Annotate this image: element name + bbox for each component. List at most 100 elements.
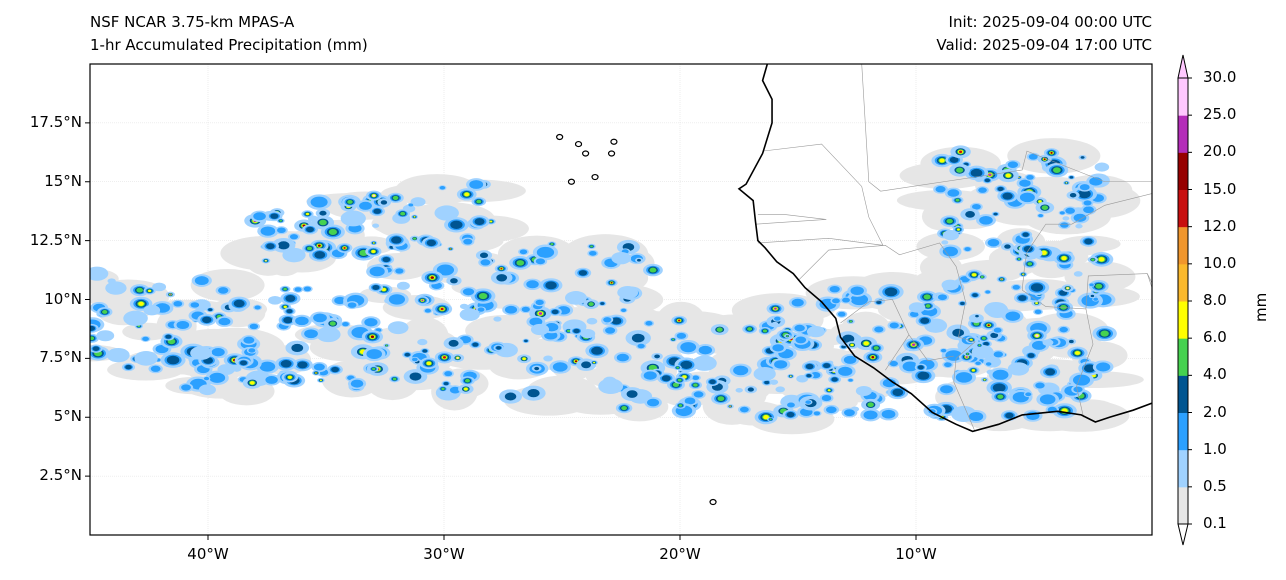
precip-cell: [580, 328, 596, 339]
precip-cell: [106, 347, 130, 363]
precip-light-area: [919, 254, 963, 281]
precip-cell: [709, 379, 716, 385]
precip-cell: [388, 294, 406, 305]
precip-cell: [380, 200, 388, 205]
precip-cell: [392, 195, 399, 200]
precip-cell: [552, 362, 568, 372]
precip-cell: [1045, 368, 1056, 376]
precip-cell: [964, 247, 971, 252]
precip-cell: [611, 251, 632, 265]
precip-core: [987, 324, 990, 327]
colorbar-segment: [1178, 412, 1188, 451]
precip-core: [574, 360, 578, 363]
precip-cell: [522, 357, 526, 361]
precip-cell: [787, 402, 795, 408]
precip-cell: [463, 387, 468, 391]
precip-cell: [410, 197, 426, 207]
precip-cell: [173, 300, 183, 307]
precip-cell: [535, 258, 546, 265]
lon-tick-label: 20°W: [659, 545, 701, 563]
precip-core: [430, 276, 434, 279]
precip-cell: [277, 227, 286, 234]
precip-cell: [889, 360, 898, 367]
precip-cell: [771, 321, 779, 327]
precip-cell: [763, 414, 769, 420]
precip-cell: [297, 361, 308, 369]
precip-core: [729, 405, 731, 407]
precip-cell: [152, 282, 167, 292]
precip-cell: [391, 236, 402, 244]
precip-cell: [350, 379, 364, 388]
precip-cell: [955, 372, 973, 383]
precip-cell: [677, 378, 682, 382]
precip-cell: [956, 167, 964, 173]
precip-cell: [1007, 161, 1019, 168]
colorbar-segment: [1178, 338, 1188, 376]
precip-cell: [672, 382, 680, 388]
precip-cell: [645, 321, 653, 326]
precip-cell: [823, 363, 831, 369]
precip-cell: [382, 256, 391, 263]
precipitation-field: [90, 138, 1144, 435]
precip-cell: [268, 295, 282, 305]
precip-cell: [881, 409, 896, 419]
precip-cell: [775, 386, 786, 393]
precip-cell: [306, 246, 312, 251]
precip-core: [440, 307, 444, 311]
precip-cell: [955, 198, 960, 202]
precip-cell: [806, 325, 825, 338]
precip-cell: [774, 316, 781, 321]
precip-core: [965, 356, 968, 359]
precip-cell: [863, 341, 869, 346]
precip-cell: [1005, 173, 1011, 178]
precip-cell: [444, 371, 453, 377]
precip-cell: [979, 215, 993, 225]
precip-cell: [459, 308, 480, 321]
colorbar-segment: [1178, 486, 1188, 525]
colorbar-segment: [1178, 263, 1188, 302]
precip-core: [343, 246, 346, 249]
colorbar-segment: [1178, 189, 1188, 228]
precip-cell: [516, 260, 525, 266]
precip-cell: [449, 386, 461, 394]
precip-cell: [842, 334, 855, 343]
border-line: [908, 334, 954, 362]
precip-cell: [96, 330, 115, 342]
precip-cell: [917, 365, 924, 370]
precip-cell: [1065, 207, 1075, 214]
precip-cell: [992, 369, 1009, 380]
island: [591, 173, 599, 181]
precip-cell: [1041, 205, 1049, 210]
colorbar-tick-label: 4.0: [1203, 365, 1227, 384]
island: [567, 178, 576, 185]
precip-cell: [450, 278, 458, 284]
precip-core: [169, 293, 172, 296]
precip-cell: [545, 281, 557, 290]
precip-cell: [1027, 262, 1033, 266]
precip-cell: [253, 212, 266, 221]
precip-cell: [239, 360, 248, 366]
precip-cell: [769, 379, 779, 385]
precip-cell: [283, 316, 293, 324]
precip-cell: [908, 302, 926, 313]
precip-core: [500, 267, 503, 270]
precip-cell: [671, 338, 675, 341]
precip-cell: [841, 345, 846, 349]
precip-cell: [855, 385, 872, 397]
precip-cell: [971, 369, 975, 372]
precip-cell: [550, 243, 554, 246]
precip-cell: [1073, 386, 1083, 393]
precip-core: [1050, 151, 1053, 154]
precip-cell: [1069, 192, 1077, 198]
precip-cell: [643, 371, 657, 380]
precip-cell: [208, 308, 213, 312]
lat-tick-label: 5°N: [53, 407, 82, 426]
precip-cell: [794, 324, 805, 332]
precip-cell: [535, 299, 544, 306]
precip-core: [315, 372, 317, 374]
precip-cell: [764, 380, 770, 385]
precip-cell: [530, 323, 550, 336]
colorbar-tick-label: 8.0: [1203, 291, 1227, 309]
precip-cell: [448, 339, 459, 347]
precip-cell: [692, 355, 717, 371]
